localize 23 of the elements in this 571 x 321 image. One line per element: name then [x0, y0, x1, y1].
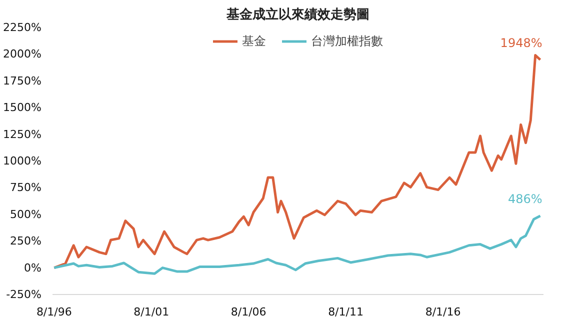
x-tick-label: 8/1/16 [425, 306, 461, 318]
y-tick-label: 0% [24, 261, 42, 274]
x-tick-label: 8/1/06 [230, 306, 266, 318]
y-tick-label: 500% [10, 208, 42, 221]
y-tick-label: 2000% [3, 48, 42, 61]
legend-label: 台灣加權指數 [311, 32, 383, 50]
y-tick-label: 250% [10, 234, 42, 248]
y-tick-label: 1000% [3, 154, 42, 168]
y-tick-label: 1250% [3, 128, 42, 141]
line-series [52, 214, 542, 275]
x-tick-label: 8/1/01 [134, 306, 170, 318]
y-tick-label: -250% [6, 288, 42, 301]
annotation: 1948% [500, 36, 542, 50]
chart-title: 基金成立以來績效走勢圖 [226, 6, 370, 22]
line-series [52, 54, 542, 270]
y-tick-label: 1500% [3, 101, 42, 114]
x-tick-label: 8/1/96 [36, 306, 72, 318]
annotation: 486% [508, 192, 542, 206]
y-tick-label: 2250% [3, 21, 42, 34]
y-tick-label: 1750% [3, 74, 42, 88]
x-tick-label: 8/1/11 [328, 306, 364, 318]
legend-label: 基金 [242, 32, 266, 50]
y-tick-label: 750% [10, 181, 42, 194]
